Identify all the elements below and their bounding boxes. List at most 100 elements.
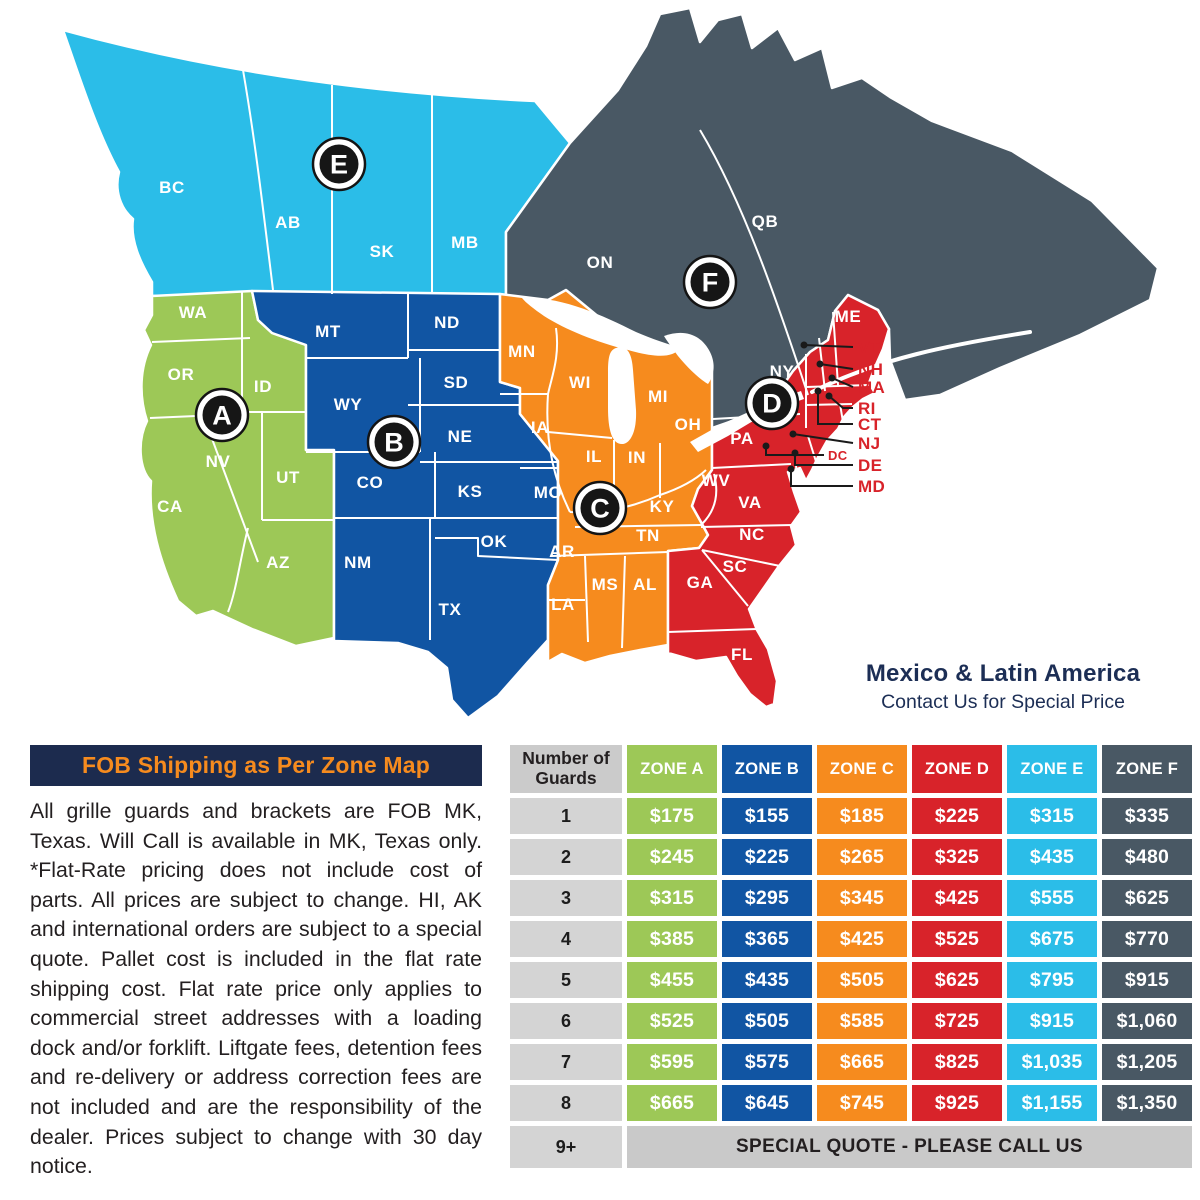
state-label-mb: MB — [451, 233, 479, 252]
price-cell: $315 — [627, 880, 717, 916]
callout-line-md — [790, 469, 853, 487]
state-label-mn: MN — [508, 342, 536, 361]
mexico-latam-title: Mexico & Latin America — [865, 660, 1141, 687]
price-cell: $265 — [817, 839, 907, 875]
price-row-6: 6 $525 $505 $585 $725 $915 $1,060 — [510, 1003, 1192, 1039]
callout-line-ct — [817, 391, 853, 425]
state-label-ab: AB — [275, 213, 301, 232]
callout-line-nh — [819, 363, 854, 370]
state-label-nv: NV — [206, 452, 231, 471]
price-cell: $245 — [627, 839, 717, 875]
price-cell: $225 — [722, 839, 812, 875]
zone-marker-letter-a: A — [212, 401, 232, 431]
pricing-table: Number of Guards ZONE A ZONE B ZONE C ZONE D… — [505, 740, 1197, 1173]
callout-label-nj: NJ — [858, 434, 881, 453]
price-cell: $1,060 — [1102, 1003, 1192, 1039]
price-cell: $155 — [722, 798, 812, 834]
state-label-oh: OH — [675, 415, 702, 434]
zone-marker-disc-f — [690, 262, 730, 302]
callout-label-dc: DC — [828, 448, 848, 463]
callout-label-de: DE — [858, 456, 882, 475]
price-row-5: 5 $455 $435 $505 $625 $795 $915 — [510, 962, 1192, 998]
price-cell: $455 — [627, 962, 717, 998]
great-lakes — [522, 297, 1032, 452]
special-quote-note: SPECIAL QUOTE - PLEASE CALL US — [627, 1126, 1192, 1168]
callout-line-vt — [803, 344, 854, 348]
lake-superior — [522, 297, 680, 356]
state-borders-zone-f — [699, 129, 809, 396]
state-label-ks: KS — [458, 482, 483, 501]
price-cell: $575 — [722, 1044, 812, 1080]
price-row-3: 3 $315 $295 $345 $425 $555 $625 — [510, 880, 1192, 916]
shipping-terms-text: All grille guards and brackets are FOB M… — [30, 799, 482, 1179]
zone-marker-disc-d — [752, 383, 792, 423]
state-label-va: VA — [738, 493, 762, 512]
price-cell: $525 — [912, 921, 1002, 957]
price-cell: $315 — [1007, 798, 1097, 834]
price-cell: $185 — [817, 798, 907, 834]
state-label-me: ME — [835, 307, 862, 326]
state-label-in: IN — [628, 448, 646, 467]
price-cell: $555 — [1007, 880, 1097, 916]
callout-label-vt: VT — [858, 338, 881, 357]
guards-count: 2 — [510, 839, 622, 875]
price-cell: $325 — [912, 839, 1002, 875]
price-cell: $745 — [817, 1085, 907, 1121]
state-label-ky: KY — [650, 497, 675, 516]
price-cell: $625 — [912, 962, 1002, 998]
state-label-bc: BC — [159, 178, 185, 197]
state-label-sd: SD — [444, 373, 469, 392]
callout-dot-dc — [762, 442, 770, 450]
zone-marker-letter-c: C — [590, 494, 610, 524]
guards-count: 8 — [510, 1085, 622, 1121]
price-row-1: 1 $175 $155 $185 $225 $315 $335 — [510, 798, 1192, 834]
state-borders-zone-c — [500, 327, 707, 649]
pricing-table-wrap: Number of Guards ZONE A ZONE B ZONE C ZONE D… — [505, 740, 1197, 1173]
special-quote-row: 9+ SPECIAL QUOTE - PLEASE CALL US — [510, 1126, 1192, 1168]
state-label-az: AZ — [266, 553, 290, 572]
zone-marker-letter-d: D — [762, 389, 782, 419]
price-cell: $585 — [817, 1003, 907, 1039]
price-cell: $1,155 — [1007, 1085, 1097, 1121]
state-label-or: OR — [168, 365, 195, 384]
zone-marker-disc-c — [580, 488, 620, 528]
state-label-sc: SC — [723, 557, 748, 576]
price-cell: $175 — [627, 798, 717, 834]
price-cell: $625 — [1102, 880, 1192, 916]
zone-marker-letter-b: B — [384, 428, 404, 458]
state-label-on: ON — [587, 253, 614, 272]
state-label-la: LA — [551, 595, 575, 614]
state-label-sk: SK — [370, 242, 395, 261]
state-label-co: CO — [357, 473, 384, 492]
callout-label-ri: RI — [858, 399, 876, 418]
price-row-4: 4 $385 $365 $425 $525 $675 $770 — [510, 921, 1192, 957]
col-header-zone-f: ZONE F — [1102, 745, 1192, 793]
pricing-table-body: 1 $175 $155 $185 $225 $315 $335 2 $245 $225 $265 $3… — [510, 798, 1192, 1168]
callout-label-ma: MA — [858, 378, 885, 397]
col-header-zone-b: ZONE B — [722, 745, 812, 793]
callout-dot-md — [787, 465, 795, 473]
price-cell: $425 — [912, 880, 1002, 916]
state-label-ok: OK — [481, 532, 508, 551]
callout-dot-ri — [825, 392, 833, 400]
zone-marker-letter-f: F — [702, 268, 719, 298]
price-cell: $505 — [817, 962, 907, 998]
col-header-zone-c: ZONE C — [817, 745, 907, 793]
state-label-id: ID — [254, 377, 272, 396]
state-label-nc: NC — [739, 525, 765, 544]
state-label-mt: MT — [315, 322, 341, 341]
guards-count: 4 — [510, 921, 622, 957]
callout-dot-ct — [814, 387, 822, 395]
state-label-nd: ND — [434, 313, 460, 332]
callout-label-nh: NH — [858, 360, 883, 379]
state-borders-zone-b — [306, 294, 559, 640]
zone-marker-disc-b — [374, 422, 414, 462]
lake-michigan — [608, 346, 637, 444]
price-cell: $225 — [912, 798, 1002, 834]
state-label-qb: QB — [752, 212, 779, 231]
price-cell: $480 — [1102, 839, 1192, 875]
state-label-mi: MI — [648, 387, 668, 406]
callout-line-nj — [792, 433, 854, 444]
col-header-zone-d: ZONE D — [912, 745, 1002, 793]
price-row-2: 2 $245 $225 $265 $325 $435 $480 — [510, 839, 1192, 875]
